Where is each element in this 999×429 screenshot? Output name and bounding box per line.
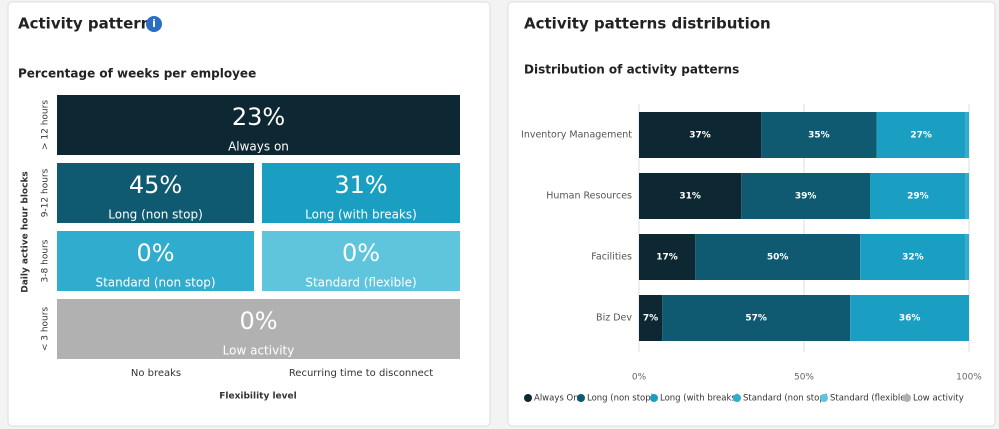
tile (57, 299, 460, 359)
bar-segment (860, 234, 966, 280)
data-label: 32% (902, 253, 924, 263)
legend-label: Low activity (913, 394, 964, 404)
tile-label: Low activity (223, 344, 295, 358)
tile-value: 31% (334, 171, 387, 199)
bar-segment (639, 234, 696, 280)
tile-value: 45% (129, 171, 182, 199)
column-label: No breaks (131, 368, 181, 379)
legend-marker (577, 394, 585, 402)
legend-label: Long (with breaks) (660, 394, 739, 404)
panel-title: Activity patterns (18, 15, 160, 33)
tile-value: 23% (232, 103, 285, 131)
legend-label: Standard (non stop) (743, 394, 828, 404)
data-label: 27% (910, 131, 932, 141)
data-label: 37% (689, 131, 711, 141)
bar-segment (639, 112, 762, 158)
bar-segment (965, 234, 969, 280)
data-label: 57% (745, 314, 767, 324)
x-tick-label: 100% (956, 373, 982, 383)
row-label: < 3 hours (41, 307, 51, 352)
data-label: 39% (795, 192, 817, 202)
tile (57, 231, 254, 291)
column-label: Recurring time to disconnect (289, 368, 433, 379)
x-tick-label: 0% (632, 373, 647, 383)
info-icon-text[interactable]: i (152, 17, 156, 30)
bar-segment (639, 173, 742, 219)
row-label: > 12 hours (41, 100, 51, 150)
info-icon[interactable] (146, 16, 162, 32)
bar-segment (761, 112, 877, 158)
category-label: Human Resources (546, 191, 632, 202)
tile-value: 0% (239, 307, 277, 335)
tile-label: Always on (228, 140, 289, 154)
tile-label: Standard (non stop) (95, 276, 215, 290)
data-label: 50% (767, 253, 789, 263)
category-label: Inventory Management (521, 130, 632, 141)
tile-value: 0% (342, 239, 380, 267)
panel-title: Activity patterns distribution (524, 15, 771, 33)
tile-label: Long (non stop) (108, 208, 203, 222)
bar-segment (695, 234, 861, 280)
category-label: Biz Dev (596, 313, 632, 324)
bar-segment (639, 295, 663, 341)
legend-marker (650, 394, 658, 402)
category-label: Facilities (591, 252, 632, 263)
tile-label: Standard (flexible) (305, 276, 416, 290)
legend-marker (903, 394, 911, 402)
data-label: 29% (907, 192, 929, 202)
x-tick-label: 50% (794, 373, 814, 383)
chart-title: Distribution of activity patterns (524, 63, 739, 77)
tile-label: Long (with breaks) (305, 208, 417, 222)
bar-segment (965, 112, 969, 158)
tile (57, 163, 254, 223)
legend-marker (820, 394, 828, 402)
tile (57, 95, 460, 155)
legend-marker (524, 394, 532, 402)
bar-segment (850, 295, 969, 341)
data-label: 7% (643, 314, 658, 324)
x-axis-label: Flexibility level (219, 392, 296, 402)
legend-label: Always On (534, 394, 579, 404)
subtitle: Percentage of weeks per employee (18, 67, 256, 81)
row-label: 9-12 hours (41, 168, 51, 217)
tile (262, 163, 460, 223)
bar-segment (741, 173, 870, 219)
data-label: 36% (899, 314, 921, 324)
tile (262, 231, 460, 291)
data-label: 35% (808, 131, 830, 141)
bar-segment (662, 295, 851, 341)
legend-marker (733, 394, 741, 402)
data-label: 31% (679, 192, 701, 202)
bar-segment (876, 112, 966, 158)
y-axis-label: Daily active hour blocks (21, 171, 31, 293)
tile-value: 0% (136, 239, 174, 267)
bar-segment (965, 173, 969, 219)
legend-label: Long (non stop) (587, 394, 654, 404)
bar-segment (870, 173, 966, 219)
data-label: 17% (656, 253, 678, 263)
legend-label: Standard (flexible) (830, 394, 909, 404)
row-label: 3-8 hours (41, 239, 51, 282)
